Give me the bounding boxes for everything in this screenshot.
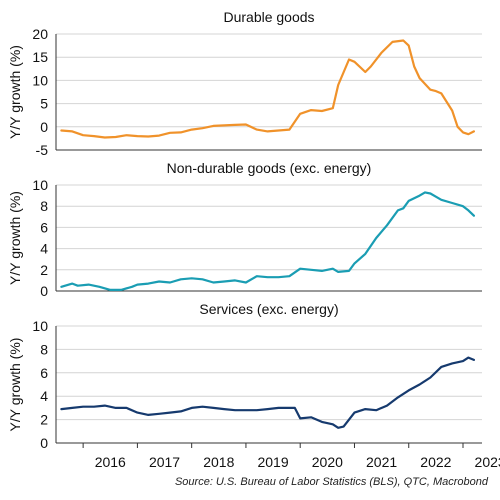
y-tick-label: 0: [40, 119, 48, 135]
y-tick-label: 15: [32, 49, 48, 65]
x-tick-label: 2018: [203, 454, 234, 470]
y-tick-label: 10: [32, 177, 48, 193]
y-tick-label: 5: [40, 96, 48, 112]
x-tick-label: 2020: [312, 454, 343, 470]
series-line: [60, 191, 475, 291]
y-tick-label: 2: [40, 412, 48, 428]
y-tick-label: 20: [32, 26, 48, 42]
panel-title: Services (exc. energy): [199, 301, 338, 317]
y-axis-label: Y/Y growth (%): [7, 45, 23, 139]
x-tick-label: 2019: [257, 454, 288, 470]
panel-title: Non-durable goods (exc. energy): [167, 160, 372, 176]
series-line: [60, 39, 475, 139]
x-tick-label: 2021: [366, 454, 397, 470]
y-axis-label: Y/Y growth (%): [7, 191, 23, 285]
y-tick-label: 0: [40, 435, 48, 451]
x-tick-label: 2023: [475, 454, 500, 470]
y-tick-label: 4: [40, 388, 48, 404]
x-tick-label: 2017: [149, 454, 180, 470]
y-tick-label: 0: [40, 283, 48, 299]
y-tick-label: 8: [40, 198, 48, 214]
y-tick-label: 4: [40, 241, 48, 257]
y-tick-label: 6: [40, 365, 48, 381]
x-tick-label: 2022: [420, 454, 451, 470]
y-tick-label: -5: [36, 142, 49, 158]
panel-title: Durable goods: [223, 9, 314, 25]
x-tick-label: 2016: [95, 454, 126, 470]
y-tick-label: 2: [40, 262, 48, 278]
series-line: [60, 356, 475, 429]
y-tick-label: 10: [32, 72, 48, 88]
y-axis-label: Y/Y growth (%): [7, 338, 23, 432]
y-tick-label: 10: [32, 318, 48, 334]
y-tick-label: 6: [40, 219, 48, 235]
source-note: Source: U.S. Bureau of Labor Statistics …: [174, 476, 488, 488]
y-tick-label: 8: [40, 341, 48, 357]
